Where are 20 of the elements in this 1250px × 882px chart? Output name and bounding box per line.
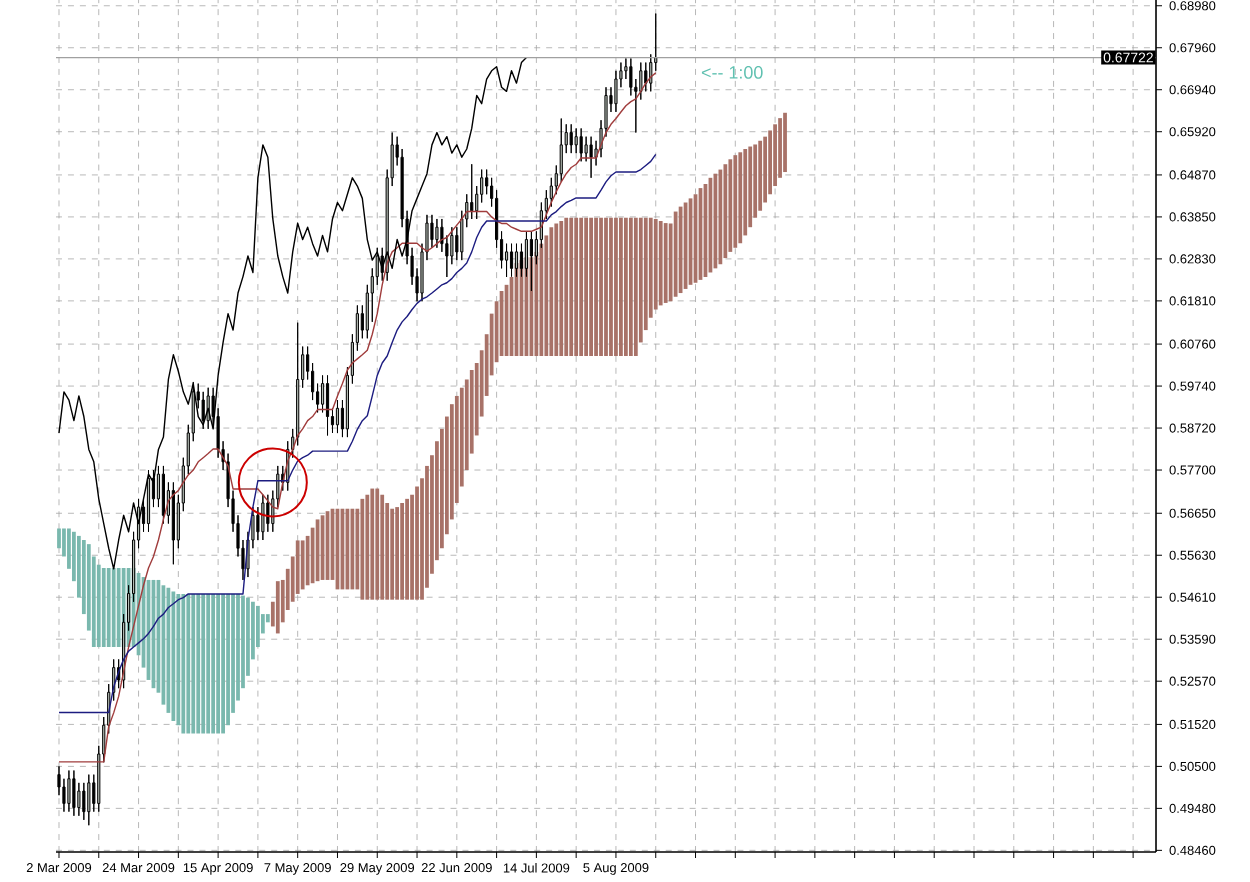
candlestick bbox=[589, 136, 593, 179]
line-series bbox=[58, 56, 528, 570]
candlestick bbox=[435, 218, 439, 249]
candlestick bbox=[569, 123, 573, 154]
candlestick bbox=[614, 70, 618, 113]
candlestick bbox=[67, 770, 71, 813]
candlestick bbox=[470, 163, 474, 220]
candlestick bbox=[171, 481, 175, 565]
candlestick bbox=[574, 127, 578, 154]
candlestick bbox=[325, 374, 330, 436]
candlestick bbox=[82, 782, 86, 821]
candlestick bbox=[335, 399, 340, 434]
annotation: <-- 1:00 bbox=[701, 66, 763, 79]
candlestick bbox=[266, 494, 270, 533]
candlestick bbox=[201, 391, 205, 430]
candlestick bbox=[579, 127, 583, 162]
candlestick bbox=[261, 494, 265, 541]
candlestick bbox=[87, 774, 91, 826]
candlestick bbox=[72, 770, 76, 817]
candlestick bbox=[509, 243, 514, 278]
